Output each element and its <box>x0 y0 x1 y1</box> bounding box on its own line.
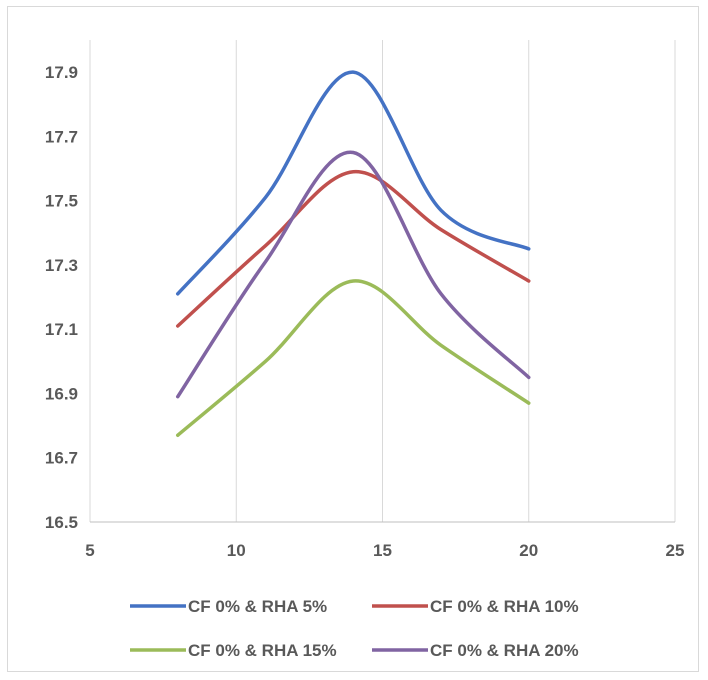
y-tick-label: 16.7 <box>45 449 78 468</box>
series-line-4 <box>176 150 531 399</box>
series-lines <box>176 70 531 437</box>
chart-frame <box>7 6 699 672</box>
grid-lines <box>89 40 676 522</box>
legend-label: CF 0% & RHA 10% <box>430 597 579 616</box>
y-tick-label: 17.5 <box>45 192 78 211</box>
series-line-3 <box>176 279 531 437</box>
y-tick-label: 17.7 <box>45 127 78 146</box>
y-tick-label: 16.5 <box>45 513 78 532</box>
legend-label: CF 0% & RHA 5% <box>188 597 327 616</box>
x-tick-label: 10 <box>227 541 246 560</box>
x-tick-label: 20 <box>519 541 538 560</box>
legend-label: CF 0% & RHA 20% <box>430 641 579 660</box>
y-tick-label: 17.1 <box>45 320 78 339</box>
y-tick-label: 17.3 <box>45 256 78 275</box>
x-tick-label: 15 <box>373 541 392 560</box>
y-tick-label: 17.9 <box>45 63 78 82</box>
x-tick-label: 25 <box>666 541 685 560</box>
legend-label: CF 0% & RHA 15% <box>188 641 337 660</box>
legend: CF 0% & RHA 5% CF 0% & RHA 10% CF 0% & RHA… <box>130 597 579 660</box>
x-tick-label: 5 <box>85 541 94 560</box>
y-tick-label: 16.9 <box>45 384 78 403</box>
series-line-1 <box>176 70 531 296</box>
series-line-2 <box>176 169 531 328</box>
tick-labels: 16.5 16.7 16.9 17.1 17.3 17.5 17.7 17.9 5 10 15 20 2… <box>45 63 685 560</box>
